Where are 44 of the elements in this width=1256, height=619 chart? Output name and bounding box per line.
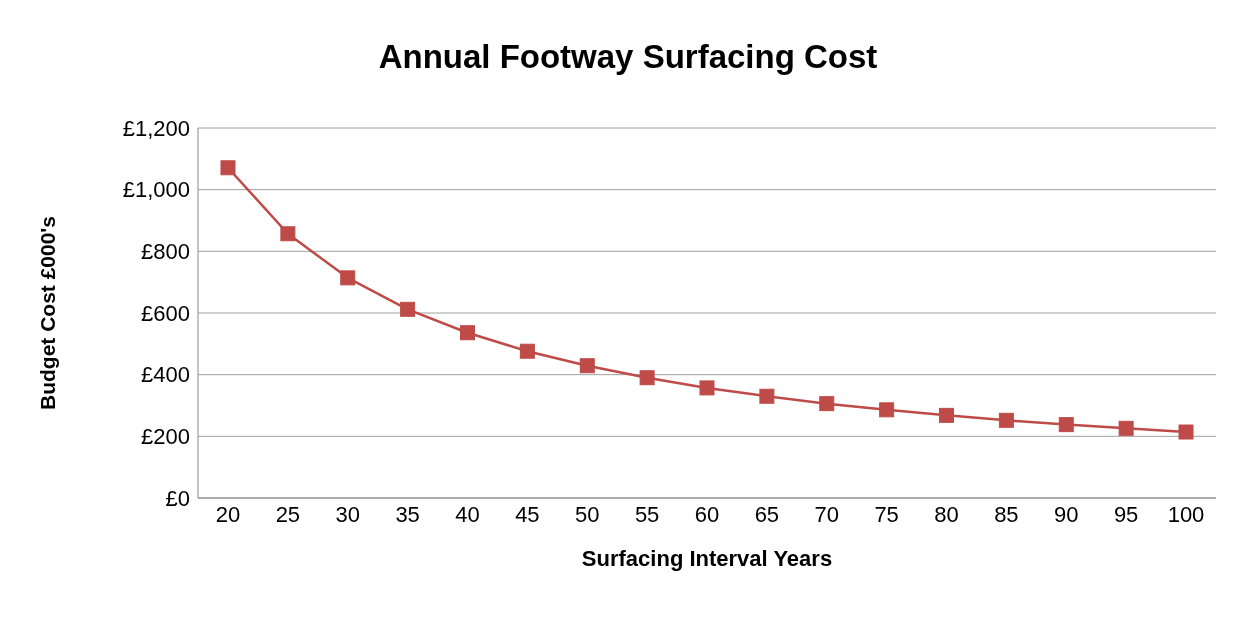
x-tick-label: 20 — [215, 501, 241, 527]
x-tick-label: 45 — [515, 501, 540, 527]
x-tick-label: 50 — [575, 501, 600, 527]
point — [519, 343, 535, 359]
y-tick-label: £1,000 — [122, 177, 190, 203]
chart-title: Annual Footway Surfacing Cost — [377, 38, 879, 76]
point — [998, 412, 1014, 428]
x-axis-title: Surfacing Interval Years — [581, 546, 833, 571]
x-tick-label: 75 — [874, 501, 899, 527]
x-tick-label: 65 — [754, 501, 780, 527]
point — [1118, 420, 1134, 436]
point — [280, 226, 296, 242]
y-tick-label: £600 — [141, 300, 190, 326]
x-tick-label: 90 — [1054, 501, 1079, 527]
y-tick-label: £800 — [141, 239, 190, 265]
x-tick-label: 40 — [455, 501, 480, 527]
y-tick-label: £400 — [141, 362, 190, 388]
point — [939, 407, 954, 423]
point — [400, 301, 416, 317]
point — [639, 370, 655, 386]
y-tick-label: £1,200 — [122, 115, 190, 141]
point — [819, 396, 835, 412]
y-tick-label: £0 — [165, 485, 190, 511]
point — [879, 402, 895, 418]
x-tick-label: 85 — [994, 501, 1019, 527]
x-tick-label: 35 — [395, 501, 420, 527]
x-tick-label: 25 — [275, 501, 301, 527]
point — [460, 325, 475, 341]
point — [1058, 417, 1074, 433]
point — [699, 380, 715, 396]
point — [759, 388, 775, 404]
point — [1178, 424, 1194, 440]
x-tick-label: 100 — [1167, 501, 1205, 527]
point — [220, 160, 236, 176]
x-tick-label: 30 — [335, 501, 360, 527]
y-tick-label: £200 — [141, 424, 190, 450]
x-tick-label: 55 — [634, 501, 660, 527]
x-tick-label: 80 — [934, 501, 959, 527]
y-axis-title: Budget Cost £000's — [36, 215, 60, 411]
x-tick-label: 60 — [694, 501, 720, 527]
x-tick-label: 95 — [1113, 501, 1139, 527]
point — [340, 270, 356, 286]
point — [579, 358, 595, 374]
x-tick-label: 70 — [814, 501, 839, 527]
